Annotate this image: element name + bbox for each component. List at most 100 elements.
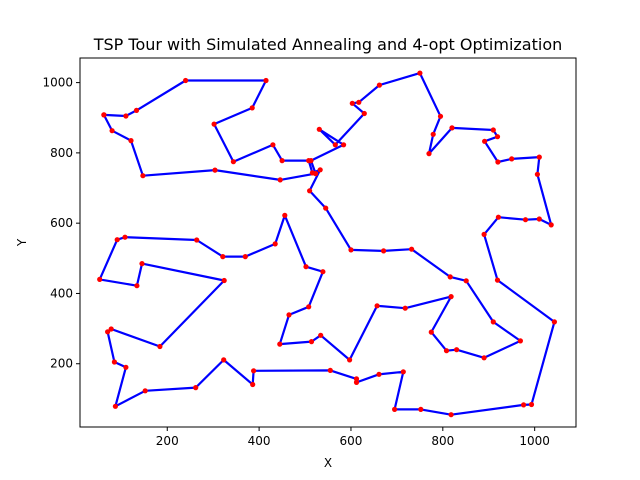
y-tick-label: 600 bbox=[50, 216, 73, 230]
city-point bbox=[123, 364, 129, 370]
city-point bbox=[323, 205, 329, 211]
city-point bbox=[277, 341, 283, 347]
city-point bbox=[426, 151, 432, 157]
city-point bbox=[481, 231, 487, 237]
x-tick-label: 200 bbox=[156, 434, 179, 448]
city-point bbox=[306, 304, 312, 310]
city-point bbox=[402, 305, 408, 311]
city-point bbox=[536, 216, 542, 222]
city-point bbox=[320, 269, 326, 275]
y-tick-label: 800 bbox=[50, 146, 73, 160]
city-point bbox=[443, 348, 450, 354]
city-point bbox=[112, 403, 118, 409]
city-point bbox=[392, 406, 398, 412]
city-point bbox=[318, 332, 324, 338]
city-point bbox=[356, 99, 362, 105]
city-point bbox=[534, 171, 541, 177]
y-tick-label: 200 bbox=[50, 357, 73, 371]
city-point bbox=[361, 110, 367, 117]
city-point bbox=[128, 138, 134, 144]
city-point bbox=[194, 237, 200, 243]
tour-line bbox=[98, 71, 556, 416]
city-point bbox=[272, 241, 278, 247]
city-point bbox=[142, 388, 148, 394]
city-point bbox=[495, 214, 501, 220]
city-point bbox=[221, 277, 227, 284]
city-point bbox=[418, 406, 424, 412]
city-point bbox=[528, 401, 535, 408]
city-point bbox=[308, 339, 315, 345]
city-point bbox=[353, 379, 360, 385]
city-point bbox=[349, 100, 355, 106]
city-point bbox=[521, 402, 527, 408]
city-point bbox=[490, 319, 496, 325]
city-point bbox=[448, 294, 454, 300]
city-point bbox=[482, 138, 488, 144]
city-point bbox=[230, 159, 236, 165]
city-point bbox=[341, 142, 347, 148]
city-point bbox=[123, 113, 129, 119]
city-point bbox=[376, 371, 382, 377]
city-point bbox=[249, 105, 255, 111]
city-point bbox=[317, 167, 323, 173]
city-point bbox=[263, 77, 269, 84]
city-point bbox=[270, 142, 276, 148]
city-point bbox=[111, 359, 117, 365]
city-point bbox=[140, 173, 146, 179]
city-point bbox=[551, 319, 558, 325]
city-point bbox=[303, 264, 309, 270]
city-point bbox=[109, 128, 115, 134]
city-point bbox=[101, 112, 107, 118]
city-point bbox=[139, 261, 145, 267]
y-tick-label: 1000 bbox=[42, 76, 73, 90]
city-point bbox=[449, 125, 455, 131]
city-point bbox=[437, 113, 444, 119]
city-point bbox=[122, 234, 128, 240]
city-layer bbox=[97, 70, 558, 418]
y-axis: 200 400 600 800 1000 bbox=[42, 76, 80, 371]
city-point bbox=[374, 303, 380, 309]
x-tick-label: 600 bbox=[340, 434, 363, 448]
city-point bbox=[286, 312, 292, 318]
city-point bbox=[279, 158, 285, 164]
y-tick-label: 400 bbox=[50, 286, 73, 300]
city-point bbox=[381, 248, 387, 254]
city-point bbox=[183, 77, 189, 84]
city-point bbox=[211, 121, 217, 127]
city-point bbox=[327, 367, 333, 373]
city-point bbox=[517, 338, 524, 344]
city-point bbox=[212, 167, 218, 173]
city-point bbox=[428, 329, 434, 335]
city-point bbox=[448, 412, 454, 418]
city-point bbox=[536, 154, 542, 160]
x-tick-label: 1000 bbox=[519, 434, 550, 448]
city-point bbox=[97, 276, 103, 282]
chart-title: TSP Tour with Simulated Annealing and 4-… bbox=[93, 35, 563, 54]
x-tick-label: 800 bbox=[431, 434, 454, 448]
city-point bbox=[509, 156, 515, 162]
city-point bbox=[221, 357, 227, 363]
city-point bbox=[307, 188, 313, 194]
x-axis-label: X bbox=[324, 456, 332, 470]
city-point bbox=[347, 357, 353, 363]
x-tick-label: 400 bbox=[248, 434, 271, 448]
city-point bbox=[490, 127, 496, 133]
city-point bbox=[251, 368, 257, 374]
city-point bbox=[134, 283, 140, 289]
city-point bbox=[133, 107, 140, 113]
city-point bbox=[313, 171, 319, 177]
city-point bbox=[522, 217, 529, 223]
city-point bbox=[481, 355, 487, 361]
city-point bbox=[409, 246, 415, 252]
city-point bbox=[193, 385, 199, 391]
city-point bbox=[376, 82, 382, 88]
city-point bbox=[250, 381, 256, 388]
city-point bbox=[108, 326, 114, 332]
city-point bbox=[417, 70, 423, 76]
city-point bbox=[463, 278, 469, 284]
city-point bbox=[430, 131, 436, 137]
city-point bbox=[447, 274, 453, 280]
tour-layer bbox=[98, 71, 556, 416]
x-axis: 200 400 600 800 1000 bbox=[156, 427, 550, 448]
